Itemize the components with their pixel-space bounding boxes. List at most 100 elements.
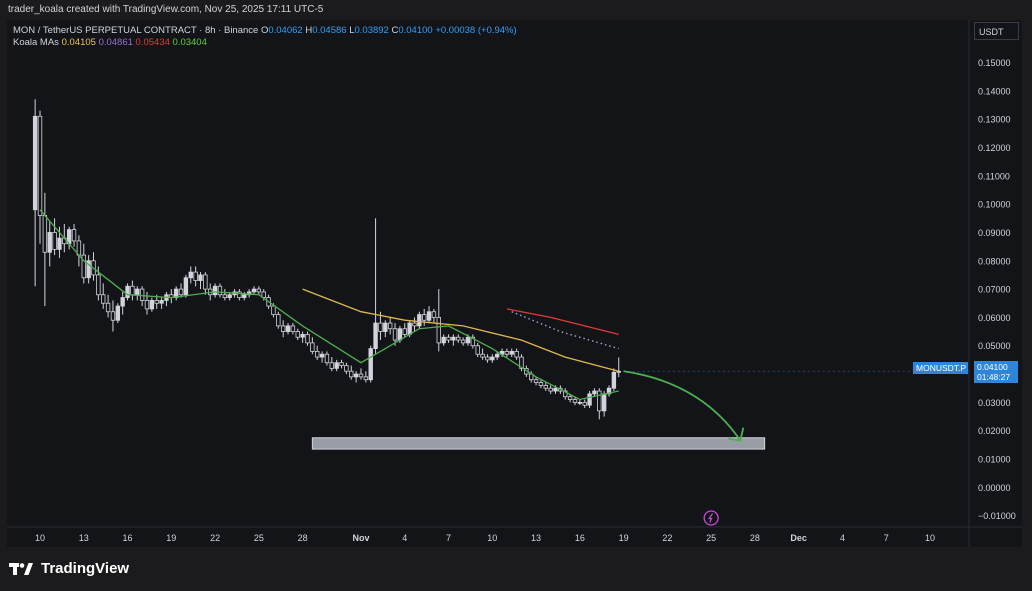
time-axis-tick-label: 4	[402, 533, 407, 543]
time-axis-tick-label: 22	[662, 533, 672, 543]
candle-down	[456, 336, 461, 341]
candle-down	[412, 322, 417, 327]
candle-up	[577, 401, 583, 404]
time-axis-tick-label: 10	[925, 533, 935, 543]
candle-down	[504, 350, 510, 355]
candle-down	[363, 376, 369, 381]
candle-down	[582, 401, 587, 406]
time-axis-tick-label: 19	[166, 533, 176, 543]
candle-up	[397, 328, 403, 341]
event-marker-icon[interactable]	[703, 510, 719, 526]
candle-up	[135, 288, 140, 296]
time-axis-tick-label: 22	[210, 533, 220, 543]
tradingview-logo-text: TradingView	[41, 560, 130, 577]
change-value: +0.00038 (+0.94%)	[435, 25, 517, 36]
time-axis-tick-label: 7	[446, 533, 451, 543]
price-axis-tick-label: 0.15000	[978, 58, 1011, 68]
candle-down	[548, 387, 553, 392]
time-axis-tick-label: 13	[531, 533, 541, 543]
moving-average-line	[39, 209, 619, 401]
chart-frame[interactable]	[7, 20, 1022, 547]
candle-up	[494, 353, 500, 358]
last-price-value: 0.04100	[977, 362, 1008, 372]
candle-down	[543, 384, 548, 389]
support-zone-rect[interactable]	[311, 437, 766, 450]
candle-up	[368, 348, 373, 381]
candle-down	[538, 382, 544, 386]
candle-down	[475, 345, 480, 355]
close-label: C	[391, 25, 399, 36]
price-axis-tick-label: 0.06000	[978, 313, 1011, 323]
candle-down	[154, 300, 159, 304]
candle-down	[110, 311, 116, 321]
last-price-tag: 0.04100 01:48:27	[974, 361, 1018, 383]
candle-down	[514, 350, 519, 358]
ma-indicator-label[interactable]: Koala MAs	[13, 37, 59, 48]
projection-arrow-line[interactable]	[623, 370, 742, 442]
candle-down	[329, 362, 335, 369]
moving-average-line	[302, 288, 619, 372]
candle-up	[451, 336, 456, 341]
open-value: 0.04062	[268, 25, 303, 36]
candle-down	[37, 115, 43, 216]
candle-down	[178, 288, 184, 296]
candle-up	[553, 387, 558, 392]
candle-up	[592, 390, 597, 395]
candle-down	[144, 300, 150, 310]
candle-down	[324, 353, 330, 364]
candle-up	[212, 285, 218, 296]
time-axis-tick-label: 10	[35, 533, 45, 543]
currency-selector[interactable]: USDT	[974, 22, 1019, 40]
candle-down	[436, 317, 441, 344]
time-axis-tick-label: Nov	[352, 533, 369, 543]
candle-down	[572, 399, 578, 403]
candle-up	[373, 322, 378, 349]
candle-up	[509, 350, 514, 355]
candle-up	[188, 271, 193, 279]
price-axis-tick-label: 0.05000	[978, 341, 1011, 351]
candle-down	[480, 353, 485, 358]
candle-up	[198, 274, 203, 281]
candle-down	[431, 311, 437, 318]
tradingview-logo[interactable]: TradingView	[9, 560, 129, 577]
candle-down	[339, 362, 344, 366]
candle-up	[601, 393, 607, 412]
candle-up	[251, 288, 257, 293]
candle-up	[120, 297, 125, 307]
price-axis-tick-label: 0.00000	[978, 483, 1011, 493]
candle-up	[183, 277, 189, 296]
candle-down	[533, 379, 539, 383]
ma-legend[interactable]: Koala MAs 0.04105 0.04861 0.05434 0.0340…	[13, 37, 207, 48]
candle-down	[519, 356, 524, 369]
candle-down	[387, 322, 393, 330]
symbol-legend[interactable]: MON / TetherUS PERPETUAL CONTRACT · 8h ·…	[13, 25, 517, 36]
time-axis-tick-label: 28	[298, 533, 308, 543]
candle-down	[237, 291, 242, 298]
price-axis-tick-label: 0.02000	[978, 426, 1011, 436]
candle-down	[344, 365, 349, 372]
candle-down	[422, 314, 427, 321]
candle-down	[567, 396, 573, 400]
candle-down	[295, 331, 300, 338]
tradingview-logo-icon	[9, 562, 33, 575]
price-axis-tick-label: 0.10000	[978, 200, 1011, 210]
moving-average-line	[506, 308, 619, 336]
candle-down	[315, 350, 320, 358]
candle-down	[402, 328, 407, 335]
time-axis-tick-label: 19	[619, 533, 629, 543]
low-label: L	[349, 25, 355, 36]
candle-up	[407, 322, 412, 335]
time-axis-tick-label: 4	[840, 533, 845, 543]
bar-countdown: 01:48:27	[977, 372, 1011, 382]
candle-down	[358, 373, 364, 378]
candle-down	[485, 356, 490, 361]
symbol-title[interactable]: MON / TetherUS PERPETUAL CONTRACT · 8h ·…	[13, 25, 259, 36]
candle-down	[378, 322, 383, 332]
price-axis-tick-label: 0.07000	[978, 285, 1011, 295]
candle-down	[460, 339, 466, 344]
candle-down	[310, 342, 315, 352]
price-axis-tick-label: 0.09000	[978, 228, 1011, 238]
price-axis-tick-label: 0.13000	[978, 115, 1011, 125]
ma-value-1: 0.04105	[61, 37, 96, 48]
